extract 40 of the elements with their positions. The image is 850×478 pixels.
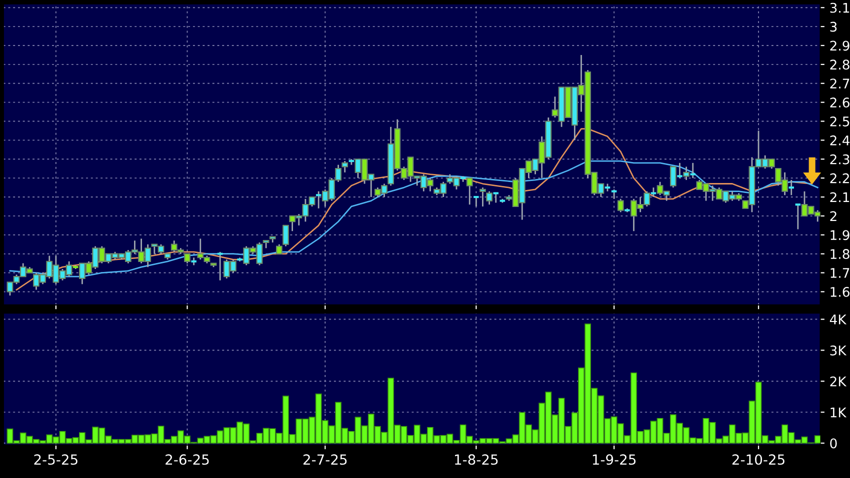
candlestick [788,179,796,196]
candlestick [342,160,348,174]
y-tick-label: 2.7 [830,78,850,88]
y-tick-label: 1.7 [830,268,850,278]
y-tick-label: 2.4 [830,135,850,146]
y-tick-label: 3 [830,22,837,32]
candlestick [216,251,224,282]
candlestick [617,198,624,213]
y-tick-label: 2.2 [830,173,849,184]
y-tick-label: 1.8 [830,249,850,260]
y-tick-label: 0 [830,438,837,448]
x-tick-label: 2-10-25 [732,454,784,465]
candlestick [794,204,802,230]
y-tick-label: 2.3 [830,154,850,164]
y-tick-label: 4K [830,314,847,324]
y-tick-label: 2K [830,376,847,386]
y-tick-label: 2 [830,211,836,221]
y-tick-label: 2.6 [830,98,850,108]
candlestick [610,188,618,200]
line-series [9,160,818,278]
candlestick [466,177,473,206]
x-tick-label: 1-9-25 [592,454,636,465]
candlestick [282,224,289,247]
y-tick-label: 1.6 [830,286,850,297]
candlestick [276,244,282,255]
candlestick [184,253,190,264]
y-tick-label: 1K [830,408,847,418]
y-tick-label: 2.9 [830,40,850,51]
x-tick-label: 2-6-25 [166,454,209,465]
y-tick-label: 1.9 [830,230,850,240]
candlestick [480,186,486,208]
y-tick-label: 2.1 [830,192,850,202]
x-tick-label: 2-5-25 [34,454,78,465]
x-tick-label: 1-8-25 [455,454,498,465]
y-tick-label: 3K [830,345,847,356]
y-tick-label: 2.5 [830,116,850,126]
y-tick-label: 2.8 [830,60,850,70]
candlestick [472,196,480,208]
y-tick-label: 3.1 [830,2,850,13]
x-tick-label: 2-7-25 [303,454,347,465]
